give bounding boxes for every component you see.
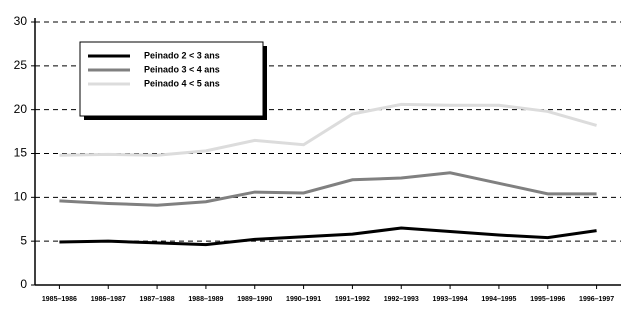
x-tick-label: 1995–1996	[530, 296, 565, 303]
legend-label: Peinado 2 < 3 ans	[144, 50, 220, 60]
legend-label: Peinado 4 < 5 ans	[144, 78, 220, 88]
x-tick-label: 1994–1995	[481, 296, 516, 303]
y-tick-label: 15	[14, 146, 28, 160]
x-tick-label: 1987–1988	[140, 296, 175, 303]
y-tick-label: 10	[14, 190, 28, 204]
x-tick-label: 1991–1992	[335, 296, 370, 303]
x-tick-label: 1985–1986	[42, 296, 77, 303]
y-tick-label: 5	[20, 233, 27, 247]
x-tick-label: 1992–1993	[384, 296, 419, 303]
line-series	[59, 102, 597, 157]
x-tick-label: 1986–1987	[91, 296, 126, 303]
x-tick-label: 1993–1994	[433, 296, 468, 303]
x-tick-label: 1990–1991	[286, 296, 321, 303]
x-tick-label: 1996–1997	[579, 296, 614, 303]
legend	[79, 41, 264, 117]
y-tick-label: 25	[14, 58, 28, 72]
legend-label: Peinado 3 < 4 ans	[144, 64, 220, 74]
x-tick-label: 1989–1990	[237, 296, 272, 303]
line-series	[59, 226, 597, 247]
y-tick-label: 0	[20, 277, 27, 291]
y-tick-label: 30	[14, 14, 28, 28]
y-tick-label: 20	[14, 102, 28, 116]
line-series	[59, 171, 597, 207]
x-tick-label: 1988–1989	[188, 296, 223, 303]
